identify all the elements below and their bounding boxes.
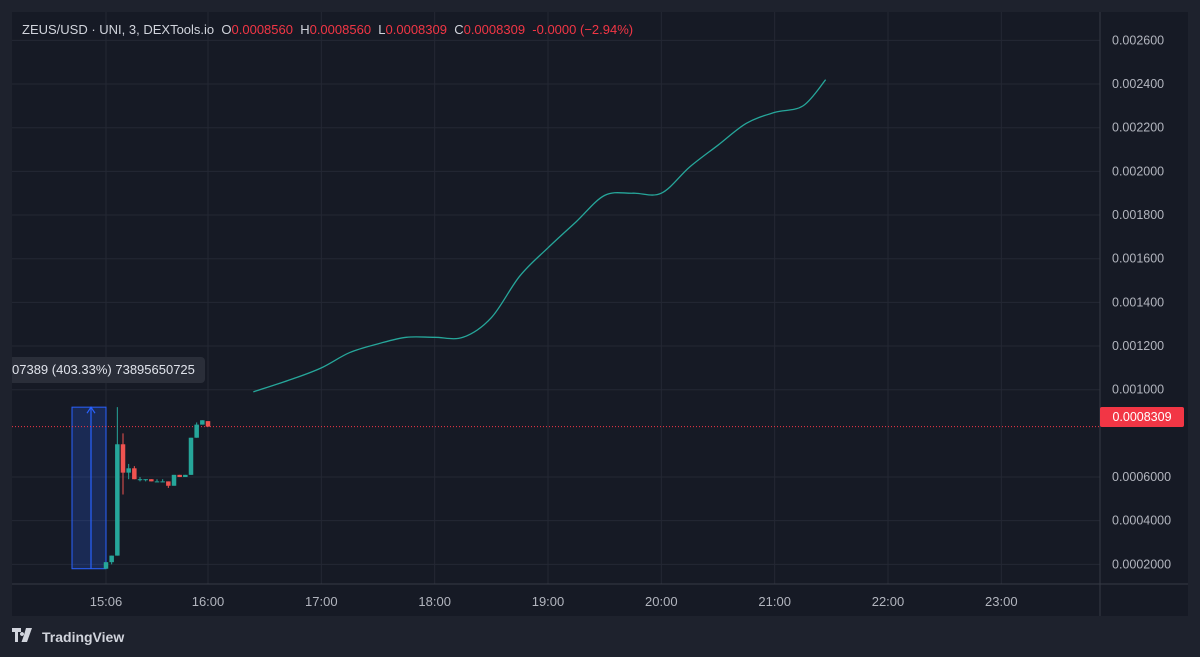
candle-body[interactable] — [115, 444, 120, 556]
y-tick-label: 0.002600 — [1112, 33, 1164, 47]
x-tick-label: 18:00 — [418, 594, 451, 609]
candle-body[interactable] — [166, 481, 171, 486]
tradingview-logo-icon — [12, 628, 36, 646]
projection-line-series[interactable] — [253, 79, 827, 393]
current-price-tag: 0.0008309 — [1100, 407, 1184, 427]
candle-body[interactable] — [126, 468, 131, 473]
candle-body[interactable] — [171, 474, 177, 486]
x-tick-label: 23:00 — [985, 594, 1018, 609]
y-tick-label: 0.002200 — [1112, 121, 1164, 135]
candle-body[interactable] — [183, 474, 188, 478]
candle-body[interactable] — [143, 479, 148, 481]
y-tick-label: 0.001000 — [1112, 383, 1164, 397]
candle-body[interactable] — [137, 479, 143, 481]
tradingview-branding[interactable]: TradingView — [12, 628, 124, 646]
candle-body[interactable] — [149, 479, 154, 482]
candle-body[interactable] — [177, 474, 182, 478]
candle-body[interactable] — [132, 468, 137, 480]
close-label: C — [454, 22, 464, 37]
x-tick-label: 16:00 — [192, 594, 225, 609]
x-tick-label: 17:00 — [305, 594, 338, 609]
open-value: 0.0008560 — [231, 22, 293, 37]
measure-range-box[interactable] — [71, 406, 107, 570]
candle-body[interactable] — [103, 562, 109, 569]
x-tick-label: 15:06 — [90, 594, 123, 609]
open-label: O — [221, 22, 232, 37]
y-tick-label: 0.0004000 — [1112, 514, 1171, 528]
candle-body[interactable] — [154, 481, 160, 483]
y-tick-label: 0.0006000 — [1112, 470, 1171, 484]
high-value: 0.0008560 — [309, 22, 372, 37]
low-label: L — [378, 22, 386, 37]
y-tick-label: 0.001600 — [1112, 252, 1164, 266]
measure-tooltip: 07389 (403.33%) 73895650725 — [12, 357, 205, 383]
change-value: -0.0000 (−2.94%) — [532, 22, 634, 37]
x-tick-label: 22:00 — [872, 594, 905, 609]
ohlc-legend: ZEUS/USD · UNI, 3, DEXTools.io O0.000856… — [22, 22, 633, 37]
measure-arrow-head — [86, 406, 96, 414]
x-tick-label: 20:00 — [645, 594, 678, 609]
y-tick-label: 0.0002000 — [1112, 557, 1171, 571]
candle-body[interactable] — [109, 555, 114, 563]
high-label: H — [300, 22, 310, 37]
candle-body[interactable] — [160, 481, 165, 483]
x-tick-label: 19:00 — [532, 594, 565, 609]
y-tick-label: 0.002000 — [1112, 164, 1164, 178]
candle-body[interactable] — [200, 420, 205, 425]
candle-body[interactable] — [194, 424, 199, 438]
y-tick-label: 0.001200 — [1112, 339, 1164, 353]
close-value: 0.0008309 — [463, 22, 526, 37]
y-tick-label: 0.001400 — [1112, 295, 1164, 309]
tradingview-label: TradingView — [42, 629, 125, 645]
candle-body[interactable] — [188, 437, 194, 475]
y-tick-label: 0.002400 — [1112, 77, 1164, 91]
symbol-label[interactable]: ZEUS/USD · UNI, 3, DEXTools.io — [22, 22, 215, 37]
low-value: 0.0008309 — [385, 22, 447, 37]
candle-body[interactable] — [120, 444, 126, 473]
x-tick-label: 21:00 — [758, 594, 791, 609]
y-tick-label: 0.001800 — [1112, 208, 1164, 222]
candle-body[interactable] — [205, 421, 211, 427]
